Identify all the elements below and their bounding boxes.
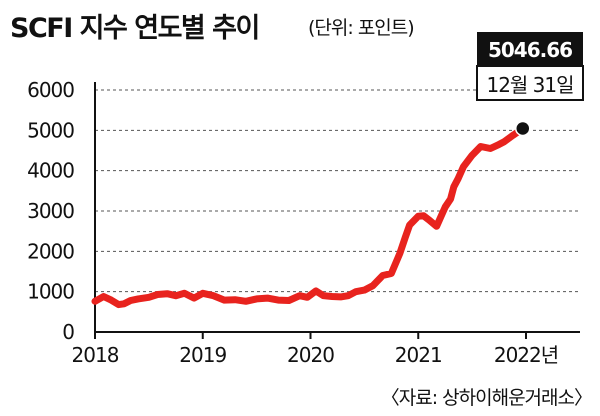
callout: 5046.66 12월 31일 bbox=[476, 32, 584, 101]
y-tick-labels: 0 1000 2000 3000 4000 5000 6000 bbox=[27, 78, 75, 344]
callout-date-box bbox=[476, 65, 584, 101]
unit-label: (단위: 포인트) bbox=[308, 17, 415, 39]
last-point-marker bbox=[515, 120, 531, 137]
callout-value: 5046.66 bbox=[488, 38, 572, 62]
series bbox=[91, 120, 531, 309]
callout-value-box bbox=[477, 32, 583, 66]
y-tick-label-1: 1000 bbox=[27, 280, 74, 304]
callout-date: 12월 31일 bbox=[486, 73, 573, 97]
x-tick-label-3: 2021 bbox=[395, 343, 442, 367]
y-tick-label-4: 4000 bbox=[27, 159, 74, 183]
x-tick-label-4: 2022년 bbox=[494, 343, 558, 367]
axes bbox=[94, 82, 580, 339]
y-tick-label-6: 6000 bbox=[27, 78, 74, 102]
series-line-0 bbox=[91, 125, 527, 309]
y-tick-label-2: 2000 bbox=[27, 239, 74, 263]
y-tick-label-5: 5000 bbox=[27, 118, 74, 142]
chart-title: SCFI 지수 연도별 추이 bbox=[10, 13, 260, 44]
source-note: 〈자료: 상하이해운거래소〉 bbox=[380, 387, 593, 409]
y-tick-label-0: 0 bbox=[62, 320, 74, 344]
y-tick-label-3: 3000 bbox=[27, 199, 74, 223]
x-tick-label-1: 2019 bbox=[179, 343, 226, 367]
x-tick-labels: 2018 2019 2020 2021 2022년 bbox=[72, 343, 560, 367]
x-tick-label-2: 2020 bbox=[287, 343, 334, 367]
grid-lines bbox=[95, 89, 580, 293]
x-tick-label-0: 2018 bbox=[72, 343, 119, 367]
